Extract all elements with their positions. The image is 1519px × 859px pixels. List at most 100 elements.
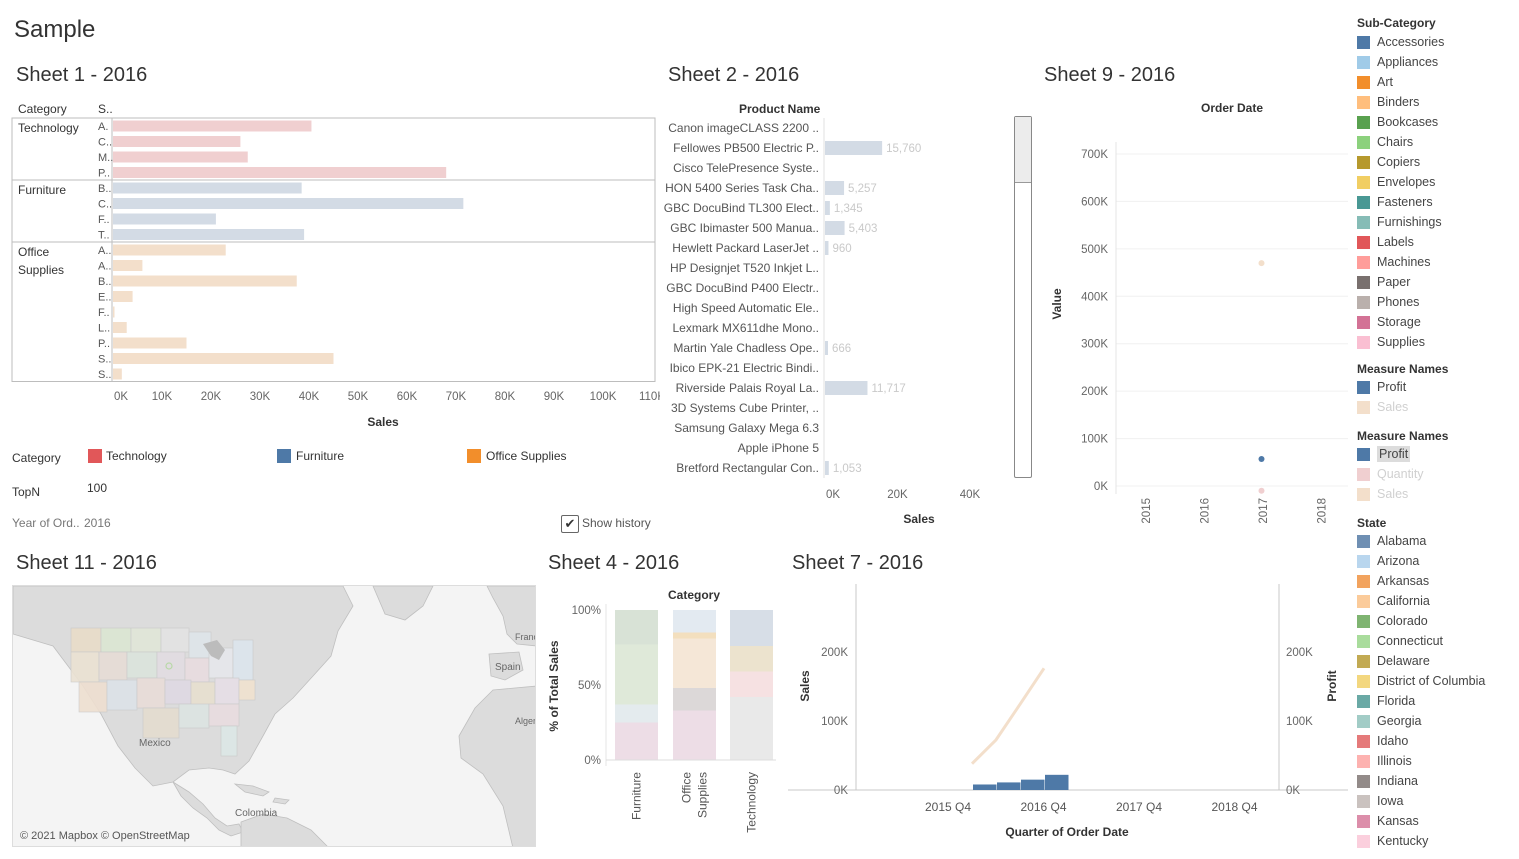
measure-legend-item-sales[interactable]: Sales	[1357, 484, 1448, 504]
sheet4-bar-segment[interactable]	[615, 610, 658, 645]
sheet4-bar-segment[interactable]	[730, 610, 773, 646]
state-legend-item-florida[interactable]: Florida	[1357, 691, 1485, 711]
subcategory-legend-item-appliances[interactable]: Appliances	[1357, 52, 1444, 72]
year-filter-value[interactable]: 2016	[84, 516, 111, 530]
sheet1-bar[interactable]	[113, 322, 127, 333]
sheet7-x-tick-label: 2015 Q4	[925, 800, 971, 814]
subcategory-legend-item-bookcases[interactable]: Bookcases	[1357, 112, 1444, 132]
sheet2-bar[interactable]	[825, 181, 845, 195]
sheet9-point[interactable]	[1258, 487, 1265, 494]
state-legend-item-california[interactable]: California	[1357, 591, 1485, 611]
sheet4-bar-segment[interactable]	[673, 710, 716, 761]
sheet1-bar[interactable]	[113, 368, 122, 380]
sheet1-bar[interactable]	[113, 167, 447, 178]
state-legend-item-iowa[interactable]: Iowa	[1357, 791, 1485, 811]
sheet2-bar-chart[interactable]: Canon imageCLASS 2200 .. Fellowes PB500 E…	[655, 112, 1015, 532]
sheet1-bar[interactable]	[113, 151, 248, 163]
year-filter-label: Year of Ord..	[12, 516, 80, 530]
sheet4-bar-segment[interactable]	[730, 697, 773, 760]
sheet2-bar[interactable]	[825, 381, 868, 395]
state-legend-item-delaware[interactable]: Delaware	[1357, 651, 1485, 671]
category-item-technology[interactable]: Technology	[88, 449, 167, 463]
state-legend-item-colorado[interactable]: Colorado	[1357, 611, 1485, 631]
sheet4-bar-segment[interactable]	[615, 722, 658, 761]
measure-legend-item-profit[interactable]: Profit	[1357, 444, 1448, 464]
sheet4-bar-segment[interactable]	[673, 610, 716, 633]
sheet7-profit-bar[interactable]	[1045, 774, 1069, 790]
subcategory-legend-item-phones[interactable]: Phones	[1357, 292, 1444, 312]
sheet1-bar[interactable]	[113, 229, 305, 240]
subcategory-legend-item-paper[interactable]: Paper	[1357, 272, 1444, 292]
sheet2-scrollbar[interactable]	[1014, 116, 1032, 478]
sheet1-bar-chart[interactable]: A. C.. M.. P.. B.. C.. F.. T.. A.. A.. B.. E.. F.. L.…	[0, 112, 660, 437]
subcategory-legend-item-art[interactable]: Art	[1357, 72, 1444, 92]
sheet1-bar[interactable]	[113, 337, 187, 349]
sheet7-profit-bar[interactable]	[997, 782, 1021, 790]
state-legend-item-indiana[interactable]: Indiana	[1357, 771, 1485, 791]
sheet4-bar-segment[interactable]	[615, 704, 658, 723]
subcategory-legend-item-labels[interactable]: Labels	[1357, 232, 1444, 252]
sheet7-profit-bar[interactable]	[973, 784, 997, 790]
sheet4-bar-segment[interactable]	[730, 671, 773, 698]
state-legend-item-illinois[interactable]: Illinois	[1357, 751, 1485, 771]
sheet7-profit-bar[interactable]	[1021, 779, 1045, 790]
sheet4-bar-segment[interactable]	[673, 688, 716, 711]
subcategory-legend-item-supplies[interactable]: Supplies	[1357, 332, 1444, 352]
sheet1-bar[interactable]	[113, 275, 297, 287]
sheet2-bar[interactable]	[825, 221, 845, 235]
subcategory-legend-item-storage[interactable]: Storage	[1357, 312, 1444, 332]
sheet1-bar[interactable]	[113, 213, 216, 225]
category-item-office-supplies[interactable]: Office Supplies	[467, 449, 567, 463]
subcategory-legend-item-binders[interactable]: Binders	[1357, 92, 1444, 112]
subcategory-legend-item-fasteners[interactable]: Fasteners	[1357, 192, 1444, 212]
subcategory-legend-item-accessories[interactable]: Accessories	[1357, 32, 1444, 52]
sheet4-bar-segment[interactable]	[730, 646, 773, 672]
map-attribution[interactable]: © 2021 Mapbox © OpenStreetMap	[20, 830, 190, 842]
subcategory-legend-item-machines[interactable]: Machines	[1357, 252, 1444, 272]
state-legend-item-kentucky[interactable]: Kentucky	[1357, 831, 1485, 851]
sheet1-bar[interactable]	[113, 136, 241, 147]
state-legend-item-idaho[interactable]: Idaho	[1357, 731, 1485, 751]
state-legend-item-connecticut[interactable]: Connecticut	[1357, 631, 1485, 651]
sheet7-combo-chart[interactable]: 0K 100K 200K 0K 100K 200K 2015 Q4 2016 Q4 2017 Q…	[786, 580, 1351, 842]
subcategory-legend-item-chairs[interactable]: Chairs	[1357, 132, 1444, 152]
sheet9-point[interactable]	[1258, 260, 1265, 267]
sheet1-bar[interactable]	[113, 291, 133, 302]
sheet1-bar[interactable]	[113, 198, 464, 209]
state-legend-item-arizona[interactable]: Arizona	[1357, 551, 1485, 571]
sheet4-bar-segment[interactable]	[673, 638, 716, 689]
sheet2-bar[interactable]	[825, 341, 828, 355]
subcategory-legend-item-envelopes[interactable]: Envelopes	[1357, 172, 1444, 192]
sheet2-bar[interactable]	[825, 241, 829, 255]
sheet1-bar[interactable]	[113, 353, 334, 364]
sheet1-bar[interactable]	[113, 244, 226, 256]
sheet2-bar[interactable]	[825, 201, 830, 215]
topn-input[interactable]: 100	[87, 481, 108, 495]
sheet7-sales-line[interactable]	[970, 667, 1046, 765]
state-legend-item-arkansas[interactable]: Arkansas	[1357, 571, 1485, 591]
subcategory-legend-item-copiers[interactable]: Copiers	[1357, 152, 1444, 172]
state-legend-item-kansas[interactable]: Kansas	[1357, 811, 1485, 831]
sheet4-bar-segment[interactable]	[673, 632, 716, 639]
category-item-furniture[interactable]: Furniture	[277, 449, 344, 463]
show-history-checkbox[interactable]: ✔	[561, 515, 579, 533]
sheet2-bar[interactable]	[825, 461, 829, 475]
sheet1-bar[interactable]	[113, 120, 312, 132]
sheet1-bar[interactable]	[113, 260, 143, 271]
sheet9-point[interactable]	[1258, 455, 1265, 462]
sheet1-bar[interactable]	[113, 306, 115, 318]
sheet2-scroll-thumb[interactable]	[1015, 117, 1031, 183]
subcategory-legend-item-furnishings[interactable]: Furnishings	[1357, 212, 1444, 232]
measure-legend-item-profit[interactable]: Profit	[1357, 377, 1448, 397]
sheet9-scatter-chart[interactable]: 0K 100K 200K 300K 400K 500K 600K 700K 2015 2016 20…	[1040, 112, 1352, 540]
sheet11-map[interactable]: Mexico Colombia Spain Franc Alger © 2021…	[12, 585, 536, 847]
sheet1-bar[interactable]	[113, 182, 302, 194]
sheet4-bar-segment[interactable]	[615, 644, 658, 705]
measure-legend-item-quantity[interactable]: Quantity	[1357, 464, 1448, 484]
measure-legend-item-sales[interactable]: Sales	[1357, 397, 1448, 417]
state-legend-item-district-of-columbia[interactable]: District of Columbia	[1357, 671, 1485, 691]
sheet4-stacked-bar-chart[interactable]: 0% 50% 100% Furniture Office Supplies Technolo…	[540, 596, 785, 858]
state-legend-item-georgia[interactable]: Georgia	[1357, 711, 1485, 731]
sheet2-bar[interactable]	[825, 141, 883, 155]
state-legend-item-alabama[interactable]: Alabama	[1357, 531, 1485, 551]
